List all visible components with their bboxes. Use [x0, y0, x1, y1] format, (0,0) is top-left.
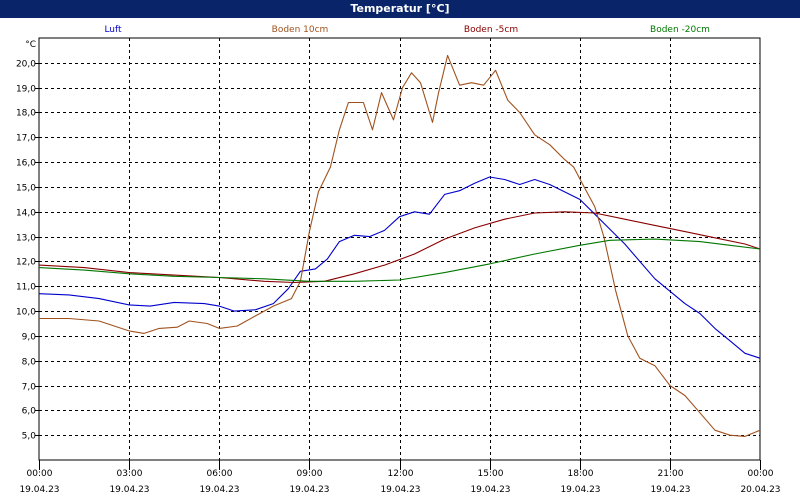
y-tick-label: 19,0 [16, 85, 36, 95]
y-tick-label: 15,0 [16, 184, 36, 194]
y-tick-label: 10,0 [16, 308, 36, 318]
legend-entry: Boden 10cm [272, 25, 329, 35]
y-tick-label: 6,0 [22, 407, 37, 417]
series-line [39, 54, 761, 437]
y-axis-unit: °C [25, 40, 36, 50]
y-tick-label: 7,0 [22, 383, 37, 393]
x-tick-time: 00:00 [27, 469, 53, 479]
y-tick-label: 9,0 [22, 333, 37, 343]
chart-series [38, 54, 761, 437]
x-tick-date: 19.04.23 [19, 485, 59, 495]
legend-entry: Boden -20cm [650, 25, 710, 35]
x-tick-time: 12:00 [388, 469, 414, 479]
x-tick-date: 19.04.23 [380, 485, 420, 495]
x-tick-time: 18:00 [568, 469, 594, 479]
x-tick-time: 15:00 [478, 469, 504, 479]
legend-entry: Boden -5cm [464, 25, 518, 35]
x-tick-time: 09:00 [297, 469, 323, 479]
x-tick-date: 19.04.23 [199, 485, 239, 495]
legend: Luft Boden 10cm Boden -5cm Boden -20cm [104, 25, 710, 35]
series-line [38, 176, 761, 359]
legend-entry: Luft [104, 25, 122, 35]
y-tick-label: 18,0 [16, 109, 36, 119]
chart-axes: 5,0 6,0 7,0 8,0 9,0 10,0 11,0 12,0 13,0 14,0 15,0 1… [16, 40, 781, 495]
x-tick-date: 19.04.23 [109, 485, 149, 495]
x-tick-date: 19.04.23 [289, 485, 329, 495]
x-tick-date: 19.04.23 [650, 485, 690, 495]
y-tick-label: 8,0 [22, 358, 37, 368]
x-tick-date: 20.04.23 [740, 485, 780, 495]
x-tick-date: 19.04.23 [470, 485, 510, 495]
y-tick-label: 16,0 [16, 159, 36, 169]
y-tick-label: 20,0 [16, 60, 36, 70]
y-tick-label: 14,0 [16, 209, 36, 219]
x-tick-date: 19.04.23 [560, 485, 600, 495]
y-tick-label: 12,0 [16, 258, 36, 268]
temperature-chart: Luft Boden 10cm Boden -5cm Boden -20cm 5,0 6… [16, 25, 781, 495]
x-tick-time: 00:00 [748, 469, 774, 479]
series-line [38, 238, 761, 282]
y-tick-label: 5,0 [22, 432, 37, 442]
window-titlebar: Temperatur [°C] [0, 0, 800, 18]
x-tick-time: 06:00 [207, 469, 233, 479]
chart-title: Temperatur [°C] [350, 2, 450, 15]
plot-frame [38, 37, 761, 461]
y-tick-label: 17,0 [16, 134, 36, 144]
x-tick-time: 21:00 [658, 469, 684, 479]
y-tick-label: 13,0 [16, 234, 36, 244]
chart-grid [38, 37, 761, 461]
y-tick-label: 11,0 [16, 283, 36, 293]
x-tick-time: 03:00 [117, 469, 143, 479]
